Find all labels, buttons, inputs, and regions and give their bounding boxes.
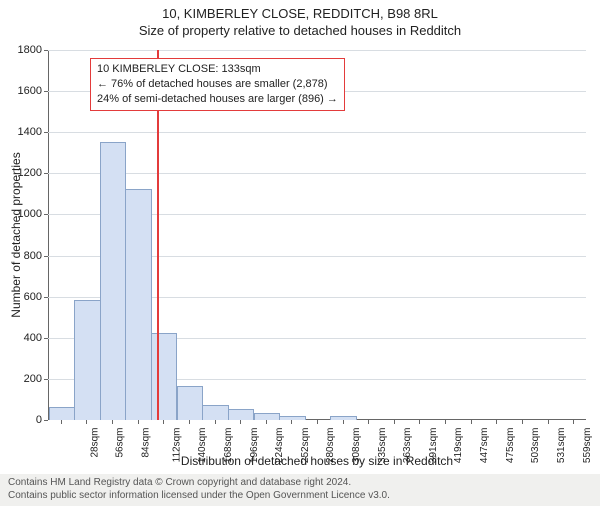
- x-tick-label: 503sqm: [530, 428, 541, 464]
- x-tick-mark: [266, 420, 267, 424]
- x-tick-mark: [573, 420, 574, 424]
- x-tick-label: 559sqm: [582, 428, 593, 464]
- annotation-box: 10 KIMBERLEY CLOSE: 133sqm← 76% of detac…: [90, 58, 345, 111]
- x-tick-mark: [471, 420, 472, 424]
- x-tick-label: 112sqm: [171, 428, 182, 463]
- x-tick-mark: [548, 420, 549, 424]
- y-tick-label: 0: [36, 414, 42, 426]
- x-tick-mark: [496, 420, 497, 424]
- x-tick-mark: [394, 420, 395, 424]
- grid-line: [48, 173, 586, 174]
- x-tick-mark: [189, 420, 190, 424]
- x-tick-mark: [61, 420, 62, 424]
- y-tick-label: 200: [24, 373, 42, 385]
- y-tick-mark: [44, 297, 48, 298]
- x-tick-label: 140sqm: [197, 428, 208, 464]
- footer-line-1: Contains HM Land Registry data © Crown c…: [8, 477, 592, 490]
- x-tick-mark: [522, 420, 523, 424]
- histogram-bar: [254, 413, 280, 420]
- y-tick-label: 1600: [18, 85, 42, 97]
- grid-line: [48, 50, 586, 51]
- histogram-bar: [228, 409, 254, 420]
- x-tick-label: 308sqm: [351, 428, 362, 464]
- y-tick-label: 800: [24, 250, 42, 262]
- y-tick-label: 600: [24, 291, 42, 303]
- y-tick-mark: [44, 338, 48, 339]
- x-tick-mark: [291, 420, 292, 424]
- x-tick-label: 419sqm: [454, 428, 465, 464]
- histogram-bar: [151, 333, 177, 420]
- y-tick-mark: [44, 420, 48, 421]
- histogram-bar: [74, 300, 100, 420]
- histogram-bar: [177, 386, 203, 420]
- y-tick-label: 1800: [18, 44, 42, 56]
- x-tick-label: 531sqm: [556, 428, 567, 464]
- annotation-line-2: ← 76% of detached houses are smaller (2,…: [97, 77, 338, 92]
- y-tick-label: 1000: [18, 208, 42, 220]
- y-tick-mark: [44, 256, 48, 257]
- x-tick-mark: [317, 420, 318, 424]
- x-tick-label: 224sqm: [274, 428, 285, 464]
- histogram-bar: [202, 405, 228, 420]
- chart-title-sub: Size of property relative to detached ho…: [0, 23, 600, 38]
- y-tick-mark: [44, 132, 48, 133]
- x-tick-label: 280sqm: [325, 428, 336, 464]
- y-tick-mark: [44, 50, 48, 51]
- x-tick-label: 196sqm: [249, 428, 260, 464]
- histogram-bar: [100, 142, 126, 421]
- x-tick-mark: [419, 420, 420, 424]
- chart-area: Number of detached properties Distributi…: [48, 50, 586, 420]
- x-tick-label: 56sqm: [115, 428, 126, 458]
- y-tick-mark: [44, 379, 48, 380]
- plot-area: 28sqm56sqm84sqm112sqm140sqm168sqm196sqm2…: [48, 50, 586, 420]
- x-tick-label: 168sqm: [223, 428, 234, 464]
- x-tick-mark: [343, 420, 344, 424]
- x-tick-mark: [163, 420, 164, 424]
- x-tick-mark: [240, 420, 241, 424]
- annotation-line-3: 24% of semi-detached houses are larger (…: [97, 92, 338, 107]
- x-tick-mark: [368, 420, 369, 424]
- x-tick-label: 335sqm: [377, 428, 388, 464]
- histogram-bar: [125, 189, 151, 420]
- y-tick-label: 1200: [18, 167, 42, 179]
- x-tick-label: 447sqm: [479, 428, 490, 464]
- x-tick-mark: [112, 420, 113, 424]
- x-tick-mark: [215, 420, 216, 424]
- annotation-line-1: 10 KIMBERLEY CLOSE: 133sqm: [97, 62, 338, 77]
- x-tick-mark: [86, 420, 87, 424]
- x-tick-label: 28sqm: [89, 428, 100, 458]
- footer-line-2: Contains public sector information licen…: [8, 490, 592, 503]
- y-tick-label: 400: [24, 332, 42, 344]
- x-tick-mark: [445, 420, 446, 424]
- y-tick-mark: [44, 173, 48, 174]
- x-tick-label: 475sqm: [505, 428, 516, 464]
- grid-line: [48, 132, 586, 133]
- histogram-bar: [49, 407, 75, 420]
- x-tick-label: 252sqm: [300, 428, 311, 464]
- chart-title-main: 10, KIMBERLEY CLOSE, REDDITCH, B98 8RL: [0, 6, 600, 21]
- y-tick-label: 1400: [18, 126, 42, 138]
- y-tick-mark: [44, 91, 48, 92]
- x-tick-mark: [138, 420, 139, 424]
- x-tick-label: 363sqm: [402, 428, 413, 464]
- footer-attribution: Contains HM Land Registry data © Crown c…: [0, 474, 600, 506]
- x-tick-label: 391sqm: [428, 428, 439, 464]
- y-axis-line: [48, 50, 49, 420]
- x-tick-label: 84sqm: [141, 428, 152, 458]
- y-tick-mark: [44, 214, 48, 215]
